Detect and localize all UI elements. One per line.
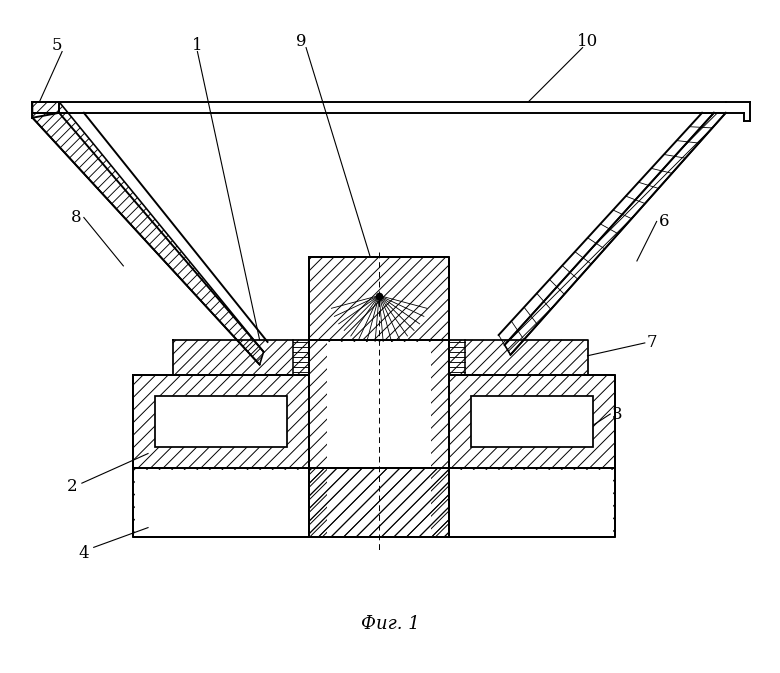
Text: 9: 9 [296, 33, 307, 50]
Text: 3: 3 [612, 406, 622, 423]
Polygon shape [135, 470, 308, 536]
Text: 10: 10 [577, 33, 598, 50]
Text: 1: 1 [192, 37, 203, 54]
Polygon shape [155, 396, 287, 447]
Text: Фиг. 1: Фиг. 1 [360, 615, 420, 633]
Text: 7: 7 [647, 334, 657, 351]
Text: 6: 6 [659, 213, 670, 230]
Text: 5: 5 [52, 37, 62, 54]
Text: 8: 8 [71, 209, 81, 226]
Polygon shape [327, 342, 431, 536]
Polygon shape [471, 396, 594, 447]
Text: 2: 2 [66, 478, 77, 495]
Polygon shape [450, 470, 613, 536]
Text: 4: 4 [79, 544, 89, 562]
